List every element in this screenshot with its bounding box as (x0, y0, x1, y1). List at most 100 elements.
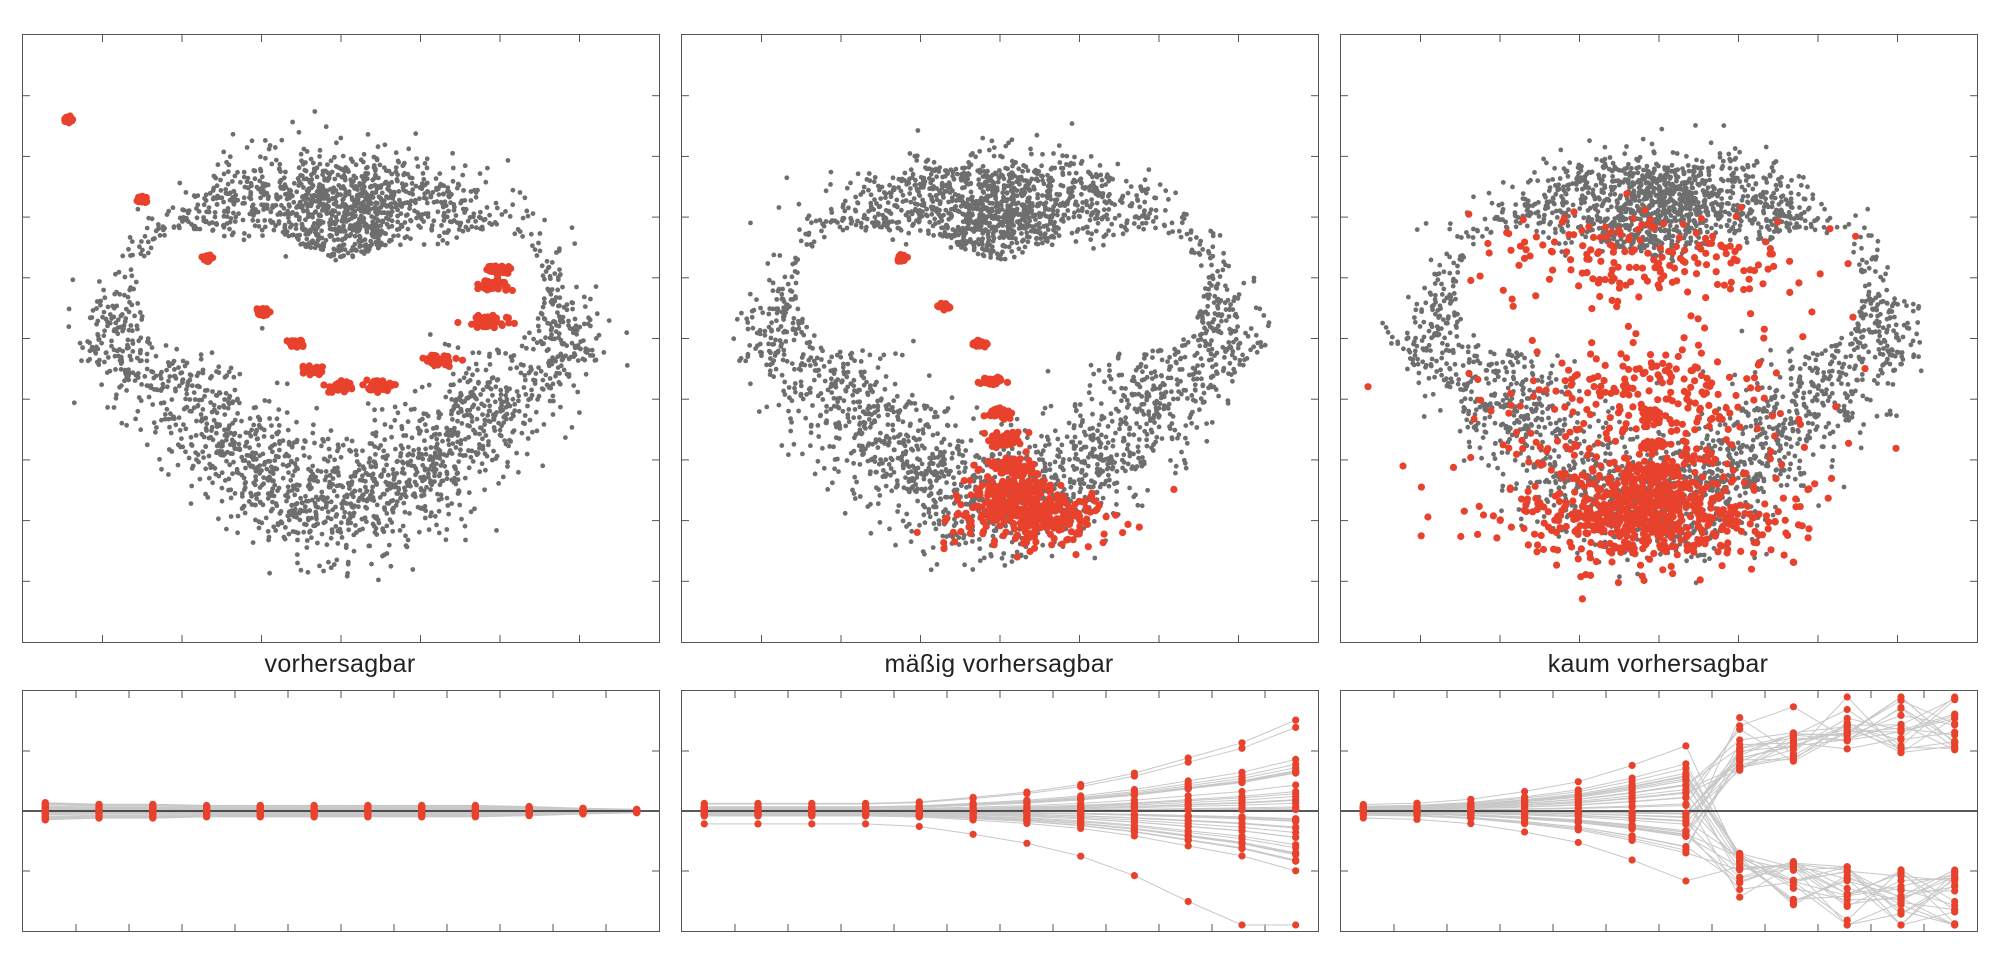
attractor-point (446, 228, 451, 233)
attractor-point (295, 176, 301, 181)
attractor-point (265, 496, 271, 501)
attractor-point (795, 257, 801, 262)
attractor-point (494, 453, 500, 459)
attractor-point (472, 431, 478, 436)
attractor-point (317, 563, 322, 569)
attractor-point (1080, 226, 1086, 231)
attractor-point (493, 200, 499, 206)
attractor-point (331, 237, 337, 243)
attractor-point (286, 215, 291, 221)
attractor-point (485, 413, 491, 418)
attractor-point (465, 423, 470, 428)
attractor-point (210, 196, 216, 202)
attractor-point (152, 236, 157, 241)
attractor-point (364, 519, 369, 525)
attractor-point (546, 360, 551, 366)
attractor-point (311, 221, 317, 226)
attractor-point (270, 220, 276, 225)
attractor-point (421, 176, 427, 182)
ensemble-member-point (293, 340, 301, 348)
attractor-point (1204, 438, 1210, 444)
attractor-point (1212, 293, 1218, 299)
attractor-point (184, 387, 189, 392)
attractor-point (111, 347, 117, 353)
attractor-point (221, 405, 227, 410)
attractor-point (444, 425, 450, 431)
attractor-point (825, 387, 831, 393)
attractor-point (363, 470, 369, 476)
attractor-point (253, 477, 259, 483)
attractor-point (342, 228, 348, 234)
attractor-point (202, 393, 208, 399)
attractor-point (250, 217, 256, 223)
attractor-point (239, 454, 245, 460)
attractor-point (187, 397, 193, 402)
attractor-point (899, 207, 904, 213)
attractor-point (899, 454, 905, 459)
attractor-point (392, 200, 397, 206)
attractor-point (340, 153, 346, 159)
attractor-point (440, 459, 446, 465)
attractor-point (769, 320, 774, 326)
attractor-point (299, 158, 304, 164)
attractor-point (1109, 418, 1115, 424)
attractor-point (487, 354, 492, 359)
attractor-point (187, 377, 193, 383)
attractor-point (292, 511, 298, 516)
attractor-point (407, 511, 412, 516)
attractor-point (284, 410, 290, 415)
attractor-point (449, 397, 455, 402)
attractor-point (569, 340, 575, 346)
attractor-point (253, 456, 259, 462)
attractor-point (466, 490, 472, 496)
attractor-point (1210, 364, 1215, 370)
ensemble-member-point (500, 279, 508, 287)
attractor-point (177, 180, 183, 186)
attractor-point (294, 552, 300, 557)
attractor-point (285, 208, 291, 214)
attractor-point (372, 459, 378, 465)
attractor-point (391, 233, 396, 239)
attractor-point (435, 209, 441, 215)
attractor-point (851, 448, 857, 454)
attractor-point (445, 437, 451, 443)
attractor-point (933, 511, 939, 517)
attractor-point (109, 338, 114, 344)
attractor-point (112, 353, 118, 359)
attractor-point (219, 470, 225, 476)
attractor-point (745, 326, 751, 332)
attractor-point (290, 473, 296, 478)
attractor-point (378, 223, 384, 228)
attractor-point (201, 202, 207, 208)
attractor-point (290, 119, 295, 125)
attractor-point (393, 446, 398, 452)
attractor-point (338, 135, 344, 141)
attractor-point (451, 406, 457, 411)
attractor-point (270, 486, 276, 491)
attractor-point (1096, 422, 1102, 428)
attractor-point (327, 454, 333, 459)
attractor-point (157, 233, 163, 238)
attractor-point (1111, 389, 1117, 395)
attractor-point (186, 455, 192, 461)
attractor-point (530, 429, 535, 435)
attractor-point (135, 301, 141, 306)
attractor-point (230, 439, 236, 445)
attractor-point (393, 482, 398, 487)
attractor-point (991, 528, 997, 534)
attractor-point (1204, 421, 1209, 426)
attractor-point (344, 501, 350, 506)
attractor-point (334, 231, 340, 237)
attractor-point (231, 459, 236, 465)
attractor-point (90, 308, 96, 313)
ensemble-member-point (487, 263, 495, 271)
attractor-point (531, 377, 536, 383)
attractor-point (1203, 286, 1208, 291)
attractor-point (588, 296, 593, 302)
attractor-point (557, 267, 562, 272)
attractor-point (1098, 172, 1104, 178)
attractor-point (95, 360, 101, 366)
attractor-point (798, 383, 804, 389)
attractor-point (855, 218, 860, 224)
attractor-point (259, 202, 264, 208)
